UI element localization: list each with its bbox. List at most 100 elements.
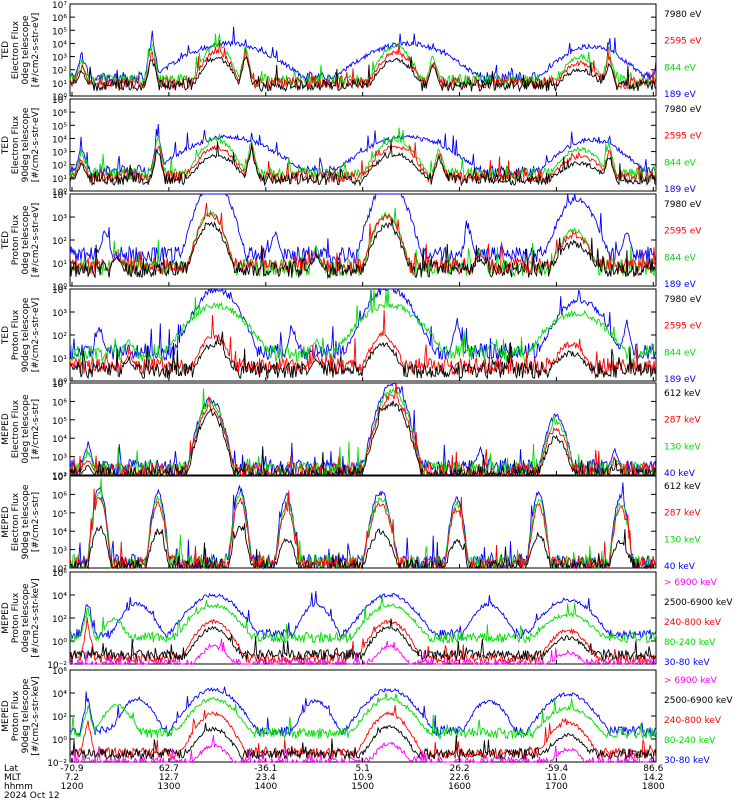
panel-1: 10⁰ 10¹ 10² 10³ 10⁴ 10⁵ 10⁶ 10⁷ TED Electron Flux… — [1, 1, 702, 103]
panel-5: 10² 10³ 10⁴ 10⁵ 10⁶ 10⁷ MEPED Electron Flux 0deg… — [1, 380, 701, 482]
legend-entry: 287 keV — [664, 416, 701, 426]
y-axis-label-line: Electron Flux — [11, 492, 21, 551]
y-tick-label: 10⁶ — [52, 491, 67, 501]
legend-entry: 287 keV — [664, 509, 701, 519]
y-tick-label: 10⁵ — [52, 122, 67, 132]
x-tick-mlt: 7.2 — [65, 773, 79, 783]
panel-7: 10⁻² 10⁰ 10² 10⁴ 10⁶ MEPED Proton Flux 0deg tel… — [1, 569, 733, 671]
series-line--6900-kev — [69, 638, 657, 666]
legend-entry: 130 keV — [664, 535, 701, 545]
y-tick-label: 10³ — [52, 547, 67, 557]
y-tick-label: 10² — [52, 472, 67, 482]
legend-entry: 189 eV — [664, 185, 697, 195]
y-tick-label: 10⁻² — [47, 759, 67, 769]
panel-2: 10⁰ 10¹ 10² 10³ 10⁴ 10⁵ 10⁶ 10⁷ TED Electron Flux… — [1, 96, 702, 198]
x-tick-lat: 62.7 — [159, 764, 179, 774]
y-axis-label-line: [#/cm2-s-str] — [31, 492, 41, 552]
series-line-30-80-kev — [69, 590, 657, 641]
series-line-2500-6900-kev — [69, 722, 657, 761]
legend-entry: 30-80 keV — [664, 756, 710, 766]
legend-entry: 189 eV — [664, 280, 697, 290]
y-axis-label-line: TED — [1, 41, 11, 60]
y-axis-label: TED Proton Flux 90deg telescope [#/cm2-s-st… — [1, 297, 41, 372]
y-axis-label-line: MEPED — [1, 506, 11, 538]
series-line-189-ev — [69, 26, 657, 85]
y-tick-label: 10⁵ — [52, 417, 67, 427]
y-tick-label: 10⁰ — [52, 638, 67, 648]
legend-entry: 844 eV — [664, 253, 697, 263]
legend-entry: 612 keV — [664, 389, 701, 399]
legend-entry: 130 keV — [664, 442, 701, 452]
panel-frame — [69, 571, 657, 665]
legend-entry: 7980 eV — [664, 295, 702, 305]
y-tick-label: 10⁻² — [47, 661, 67, 671]
series-line-189-ev — [69, 287, 657, 362]
y-axis-label: MEPED Proton Flux 90deg telescope [#/cm2-s-… — [1, 676, 41, 755]
x-tick-hhmm: 1700 — [545, 782, 568, 792]
y-axis-label-line: MEPED — [1, 413, 11, 445]
y-tick-label: 10⁴ — [52, 528, 67, 538]
y-tick-label: 10⁷ — [52, 96, 67, 106]
y-tick-label: 10⁴ — [52, 592, 67, 602]
y-tick-label: 10³ — [52, 454, 67, 464]
y-tick-label: 10³ — [52, 149, 67, 159]
y-axis-label-line: TED — [1, 231, 11, 250]
y-tick-label: 10⁶ — [52, 109, 67, 119]
y-axis-label: MEPED Proton Flux 0deg telescope [#/cm2-s-s… — [1, 578, 41, 657]
legend-entry: 7980 eV — [664, 105, 702, 115]
panel-8: 10⁻² 10⁰ 10² 10⁴ 10⁶ MEPED Proton Flux 90deg te… — [1, 667, 733, 769]
y-axis-label-line: Electron Flux — [11, 20, 21, 79]
y-tick-label: 10² — [52, 162, 67, 172]
series-line-80-240-kev — [69, 692, 657, 740]
y-axis-label-line: 90deg telescope — [21, 678, 31, 753]
legend-entry: 844 eV — [664, 348, 697, 358]
series-line-80-240-kev — [69, 597, 657, 645]
legend-entry: 844 eV — [664, 63, 697, 73]
y-tick-label: 10⁶ — [52, 398, 67, 408]
x-tick-lat: 86.6 — [643, 764, 663, 774]
x-row-label: hhmm — [4, 782, 33, 792]
x-tick-mlt: 23.4 — [256, 773, 276, 783]
y-axis-label-line: [#/cm2-s-str] — [31, 399, 41, 459]
y-axis-label-line: TED — [1, 136, 11, 155]
legend-entry: 240-800 keV — [664, 618, 722, 628]
y-tick-label: 10² — [52, 332, 67, 342]
x-tick-hhmm: 1400 — [254, 782, 277, 792]
y-tick-label: 10⁰ — [52, 283, 67, 293]
series-line-7980-ev — [70, 55, 657, 93]
y-tick-label: 10³ — [52, 54, 67, 64]
x-tick-hhmm: 1200 — [61, 782, 84, 792]
y-tick-label: 10² — [52, 713, 67, 723]
legend-entry: 2500-6900 keV — [664, 598, 733, 608]
legend-entry: 2595 eV — [664, 322, 702, 332]
x-row-label: MLT — [4, 773, 22, 783]
series-line-2500-6900-kev — [69, 618, 657, 662]
y-tick-label: 10⁶ — [52, 14, 67, 24]
x-tick-hhmm: 1600 — [448, 782, 471, 792]
legend-entry: 30-80 keV — [664, 658, 710, 668]
y-tick-label: 10³ — [52, 214, 67, 224]
y-axis-label-line: 0deg telescope — [21, 583, 31, 653]
y-tick-label: 10⁷ — [52, 473, 67, 483]
y-tick-label: 10⁷ — [52, 380, 67, 390]
legend-entry: 7980 eV — [664, 10, 702, 20]
y-tick-label: 10¹ — [52, 80, 67, 90]
x-tick-mlt: 14.2 — [643, 773, 663, 783]
x-tick-lat: -59.4 — [545, 764, 569, 774]
y-tick-label: 10⁰ — [52, 378, 67, 388]
x-row-label: 2024 Oct 12 — [4, 791, 60, 800]
series-line-189-ev — [69, 123, 657, 179]
x-row-label: Lat — [4, 764, 19, 774]
y-axis-label-line: Electron Flux — [11, 115, 21, 174]
panel-frame — [69, 475, 657, 569]
y-axis-label-line: 0deg telescope — [21, 15, 31, 85]
panel-frame — [69, 98, 657, 192]
legend-entry: 2595 eV — [664, 132, 702, 142]
series-line--6900-kev — [69, 735, 657, 764]
legend-entry: 240-800 keV — [664, 716, 722, 726]
legend-entry: > 6900 keV — [664, 578, 718, 588]
panel-4: 10⁰ 10¹ 10² 10³ 10⁴ TED Proton Flux 90deg teles… — [1, 286, 702, 388]
series-line-7980-ev — [69, 141, 656, 187]
legend-entry: 189 eV — [664, 90, 697, 100]
